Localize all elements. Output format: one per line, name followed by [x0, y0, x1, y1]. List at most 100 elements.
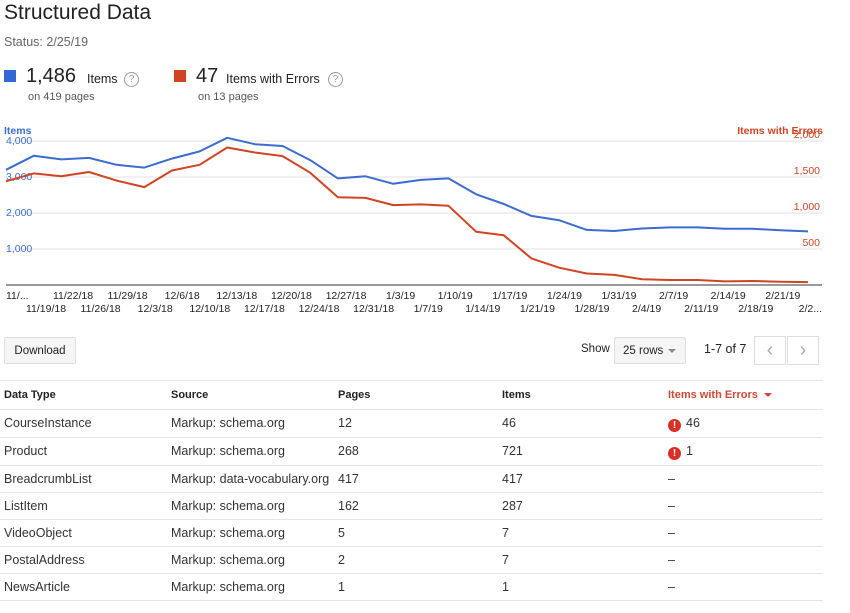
show-label: Show [581, 343, 610, 355]
pages-cell: 1 [334, 573, 498, 601]
y-tick-left: 4,000 [6, 135, 32, 147]
items-pages: on 419 pages [28, 91, 95, 103]
y-tick-right: 1,500 [794, 165, 820, 177]
data-type-cell: NewsArticle [0, 573, 167, 601]
column-header-pages[interactable]: Pages [334, 380, 498, 410]
table-row[interactable]: NewsArticle Markup: schema.org 1 1– [0, 573, 823, 601]
x-tick-label: 1/17/19 [492, 290, 527, 302]
source-cell: Markup: schema.org [167, 546, 334, 574]
help-icon[interactable]: ? [124, 72, 139, 87]
errors-color-swatch [174, 70, 186, 82]
y-tick-right: 1,000 [794, 201, 820, 213]
y-tick-right: 2,000 [794, 129, 820, 141]
errors-cell: – [664, 519, 823, 547]
errors-value: – [668, 499, 675, 513]
metric-errors[interactable]: 47 Items with Errors ? on 13 pages [174, 65, 354, 106]
source-cell: Markup: schema.org [167, 492, 334, 520]
rows-per-page-value: 25 rows [623, 345, 664, 357]
errors-value: – [668, 526, 675, 540]
y-tick-right: 500 [802, 237, 820, 249]
x-tick-label: 1/31/19 [601, 290, 636, 302]
table-row[interactable]: BreadcrumbList Markup: data-vocabulary.or… [0, 465, 823, 493]
source-cell: Markup: schema.org [167, 519, 334, 547]
x-tick-label: 12/3/18 [138, 303, 173, 315]
pagination-range: 1-7 of 7 [704, 342, 747, 356]
errors-cell: ! 46 [664, 409, 823, 438]
items-cell: 1 [498, 573, 664, 601]
x-tick-label: 12/10/18 [189, 303, 230, 315]
errors-value: 46 [686, 416, 700, 430]
table-row[interactable]: VideoObject Markup: schema.org 5 7– [0, 519, 823, 547]
items-color-swatch [4, 70, 16, 82]
pages-cell: 12 [334, 409, 498, 438]
table-row[interactable]: CourseInstance Markup: schema.org 12 46! 46 [0, 409, 823, 438]
source-cell: Markup: schema.org [167, 573, 334, 601]
pages-cell: 268 [334, 437, 498, 466]
x-tick-label: 2/4/19 [632, 303, 661, 315]
errors-value: – [668, 553, 675, 567]
chevron-down-icon [668, 349, 676, 353]
errors-cell: – [664, 573, 823, 601]
data-type-cell: VideoObject [0, 519, 167, 547]
errors-count: 47 [196, 65, 219, 87]
column-header-source[interactable]: Source [167, 380, 334, 410]
errors-value: 1 [686, 444, 693, 458]
items-count: 1,486 [26, 65, 77, 87]
table-row[interactable]: ListItem Markup: schema.org 162 287– [0, 492, 823, 520]
items-cell: 7 [498, 519, 664, 547]
sort-desc-icon [763, 393, 772, 398]
help-icon[interactable]: ? [328, 72, 343, 87]
column-header-data-type[interactable]: Data Type [0, 380, 167, 410]
source-cell: Markup: data-vocabulary.org [167, 465, 334, 493]
errors-cell: – [664, 492, 823, 520]
column-header-items-with-errors[interactable]: Items with Errors [664, 380, 823, 410]
items-cell: 287 [498, 492, 664, 520]
rows-per-page-select[interactable]: 25 rows [614, 337, 686, 364]
table-row[interactable]: PostalAddress Markup: schema.org 2 7– [0, 546, 823, 574]
x-tick-label: 12/20/18 [271, 290, 312, 302]
x-tick-label: 2/18/19 [738, 303, 773, 315]
x-tick-label: 12/13/18 [216, 290, 257, 302]
items-cell: 721 [498, 437, 664, 466]
items-label: Items [87, 72, 118, 86]
x-tick-label: 1/24/19 [547, 290, 582, 302]
x-tick-label: 11/26/18 [81, 303, 121, 315]
x-tick-label: 12/27/18 [326, 290, 367, 302]
errors-cell: – [664, 546, 823, 574]
items-cell: 46 [498, 409, 664, 438]
table-row[interactable]: Product Markup: schema.org 268 721! 1 [0, 437, 823, 466]
errors-cell: – [664, 465, 823, 493]
x-tick-label: 1/10/19 [438, 290, 473, 302]
data-type-cell: PostalAddress [0, 546, 167, 574]
error-icon: ! [668, 447, 681, 460]
metric-items[interactable]: 1,486 Items ? on 419 pages [4, 65, 154, 106]
x-tick-label: 12/31/18 [353, 303, 394, 315]
x-tick-label: 1/28/19 [574, 303, 609, 315]
x-tick-label: 1/3/19 [386, 290, 415, 302]
items-cell: 7 [498, 546, 664, 574]
data-type-cell: BreadcrumbList [0, 465, 167, 493]
page-title: Structured Data [4, 1, 152, 24]
x-tick-label: 11/19/18 [26, 303, 66, 315]
column-header-items-with-errors-label: Items with Errors [668, 389, 758, 401]
x-tick-label: 1/21/19 [520, 303, 555, 315]
errors-value: – [668, 580, 675, 594]
x-tick-label: 12/6/18 [165, 290, 200, 302]
x-tick-label: 1/14/19 [465, 303, 500, 315]
pages-cell: 417 [334, 465, 498, 493]
y-tick-left: 1,000 [6, 243, 32, 255]
pages-cell: 162 [334, 492, 498, 520]
column-header-items[interactable]: Items [498, 380, 664, 410]
data-table: Data Type Source Pages Items Items with … [0, 380, 823, 601]
y-axis-left-title: Items [4, 125, 32, 137]
data-type-cell: CourseInstance [0, 409, 167, 438]
errors-pages: on 13 pages [198, 91, 259, 103]
errors-label: Items with Errors [226, 72, 320, 86]
next-page-button[interactable]: › [787, 336, 819, 365]
x-tick-label: 1/7/19 [414, 303, 443, 315]
errors-value: – [668, 472, 675, 486]
status-text: Status: 2/25/19 [4, 35, 89, 49]
download-button[interactable]: Download [4, 337, 76, 364]
prev-page-button[interactable]: ‹ [754, 336, 786, 365]
